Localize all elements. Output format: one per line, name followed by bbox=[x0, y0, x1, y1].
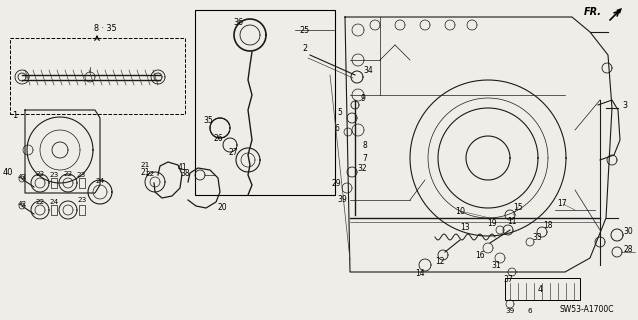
Text: 18: 18 bbox=[543, 220, 553, 229]
Text: 8: 8 bbox=[362, 140, 367, 149]
Text: 4: 4 bbox=[537, 285, 542, 294]
Text: 39: 39 bbox=[505, 308, 515, 314]
Text: 10: 10 bbox=[455, 206, 465, 215]
Text: 24: 24 bbox=[49, 199, 59, 205]
Text: 2: 2 bbox=[302, 44, 308, 52]
Text: 21: 21 bbox=[140, 162, 150, 168]
Text: 34: 34 bbox=[363, 66, 373, 75]
Text: 22: 22 bbox=[35, 171, 45, 177]
Bar bbox=[10, 38, 185, 114]
Text: 39: 39 bbox=[337, 196, 347, 204]
Text: 35: 35 bbox=[203, 116, 213, 124]
Text: 1: 1 bbox=[12, 110, 18, 119]
Text: 23: 23 bbox=[77, 172, 85, 178]
Text: 13: 13 bbox=[460, 223, 470, 233]
Text: 19: 19 bbox=[487, 220, 497, 228]
Text: 36: 36 bbox=[233, 18, 243, 27]
Text: 8 · 35: 8 · 35 bbox=[94, 23, 116, 33]
Text: 25: 25 bbox=[300, 26, 310, 35]
Text: 28: 28 bbox=[623, 245, 633, 254]
Text: 16: 16 bbox=[475, 251, 485, 260]
Bar bbox=[505, 278, 580, 300]
Text: 21: 21 bbox=[140, 167, 150, 177]
Text: 41: 41 bbox=[177, 163, 187, 172]
Text: 22: 22 bbox=[63, 171, 73, 177]
Text: 5: 5 bbox=[338, 108, 343, 116]
Text: 30: 30 bbox=[623, 228, 633, 236]
Text: 29: 29 bbox=[331, 179, 341, 188]
Bar bbox=[79, 178, 85, 188]
Text: 38: 38 bbox=[180, 169, 190, 178]
Bar bbox=[51, 178, 57, 188]
Bar bbox=[79, 205, 85, 215]
Text: 23: 23 bbox=[77, 197, 87, 203]
Text: 9: 9 bbox=[360, 93, 366, 102]
Text: 12: 12 bbox=[435, 258, 445, 267]
Text: 14: 14 bbox=[415, 268, 425, 277]
Bar bbox=[51, 205, 57, 215]
Text: 26: 26 bbox=[213, 133, 223, 142]
Text: 37: 37 bbox=[503, 276, 513, 284]
Text: 20: 20 bbox=[217, 203, 227, 212]
Text: 42: 42 bbox=[17, 174, 27, 180]
Text: 24: 24 bbox=[95, 178, 105, 184]
Text: 22: 22 bbox=[35, 199, 45, 205]
Text: 11: 11 bbox=[507, 218, 517, 227]
Text: FR.: FR. bbox=[584, 7, 602, 17]
Text: SW53-A1700C: SW53-A1700C bbox=[560, 306, 614, 315]
Text: 6: 6 bbox=[528, 308, 532, 314]
Text: 6: 6 bbox=[334, 124, 339, 132]
Text: 15: 15 bbox=[513, 203, 523, 212]
Bar bbox=[195, 10, 335, 195]
Text: 31: 31 bbox=[491, 260, 501, 269]
Text: 17: 17 bbox=[557, 199, 567, 209]
Text: 27: 27 bbox=[228, 148, 238, 156]
Text: 3: 3 bbox=[623, 100, 628, 109]
Text: 42: 42 bbox=[17, 201, 27, 207]
Text: 32: 32 bbox=[357, 164, 367, 172]
Text: 22: 22 bbox=[145, 171, 154, 177]
Text: 23: 23 bbox=[49, 172, 59, 178]
Text: 7: 7 bbox=[362, 154, 367, 163]
Text: 40: 40 bbox=[3, 167, 13, 177]
Text: 33: 33 bbox=[532, 233, 542, 242]
